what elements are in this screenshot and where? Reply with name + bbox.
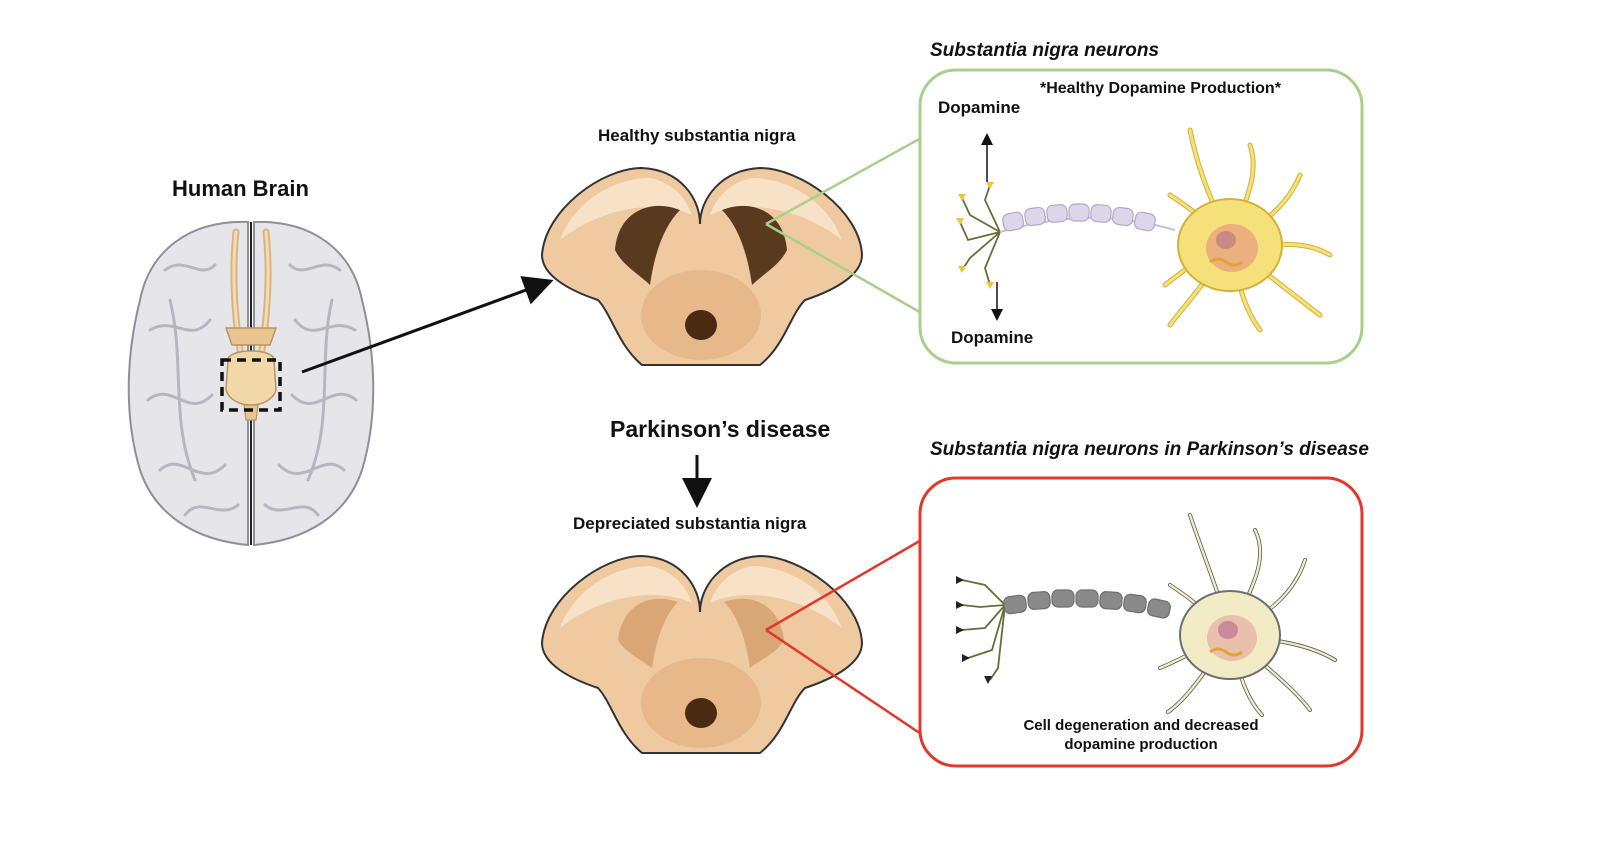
- brain-to-nigra-arrow: [301, 276, 554, 374]
- brainstem-highlight-box: [220, 358, 282, 412]
- depreciated-nigra-label: Depreciated substantia nigra: [573, 514, 807, 533]
- brain-title: Human Brain: [172, 176, 309, 201]
- healthy-nigra-label: Healthy substantia nigra: [598, 126, 796, 145]
- parkinsons-label: Parkinson’s disease: [610, 416, 831, 442]
- disease-zoom-line-top: [765, 533, 931, 632]
- dopamine-label-top: Dopamine: [938, 98, 1021, 117]
- dopamine-label-bottom: Dopamine: [951, 328, 1034, 347]
- cell-degeneration-caption: Cell degeneration and decreased dopamine…: [1023, 717, 1259, 753]
- healthy-neurons-heading: Substantia nigra neurons: [930, 40, 1160, 61]
- degenerating-neuron: [956, 513, 1337, 717]
- healthy-neuron: [956, 127, 1333, 333]
- disease-zoom-line-bottom: [765, 628, 931, 742]
- healthy-zoom-line-top: [765, 131, 931, 226]
- healthy-zoom-line-bottom: [765, 222, 931, 320]
- depreciated-midbrain-section: [540, 554, 864, 754]
- disease-neuron-box: [918, 476, 1364, 768]
- healthy-midbrain-section: [540, 166, 864, 366]
- disease-neurons-heading: Substantia nigra neurons in Parkinson’s …: [930, 439, 1369, 460]
- brain-illustration: [127, 220, 375, 547]
- healthy-dopamine-note: *Healthy Dopamine Production*: [1040, 80, 1281, 97]
